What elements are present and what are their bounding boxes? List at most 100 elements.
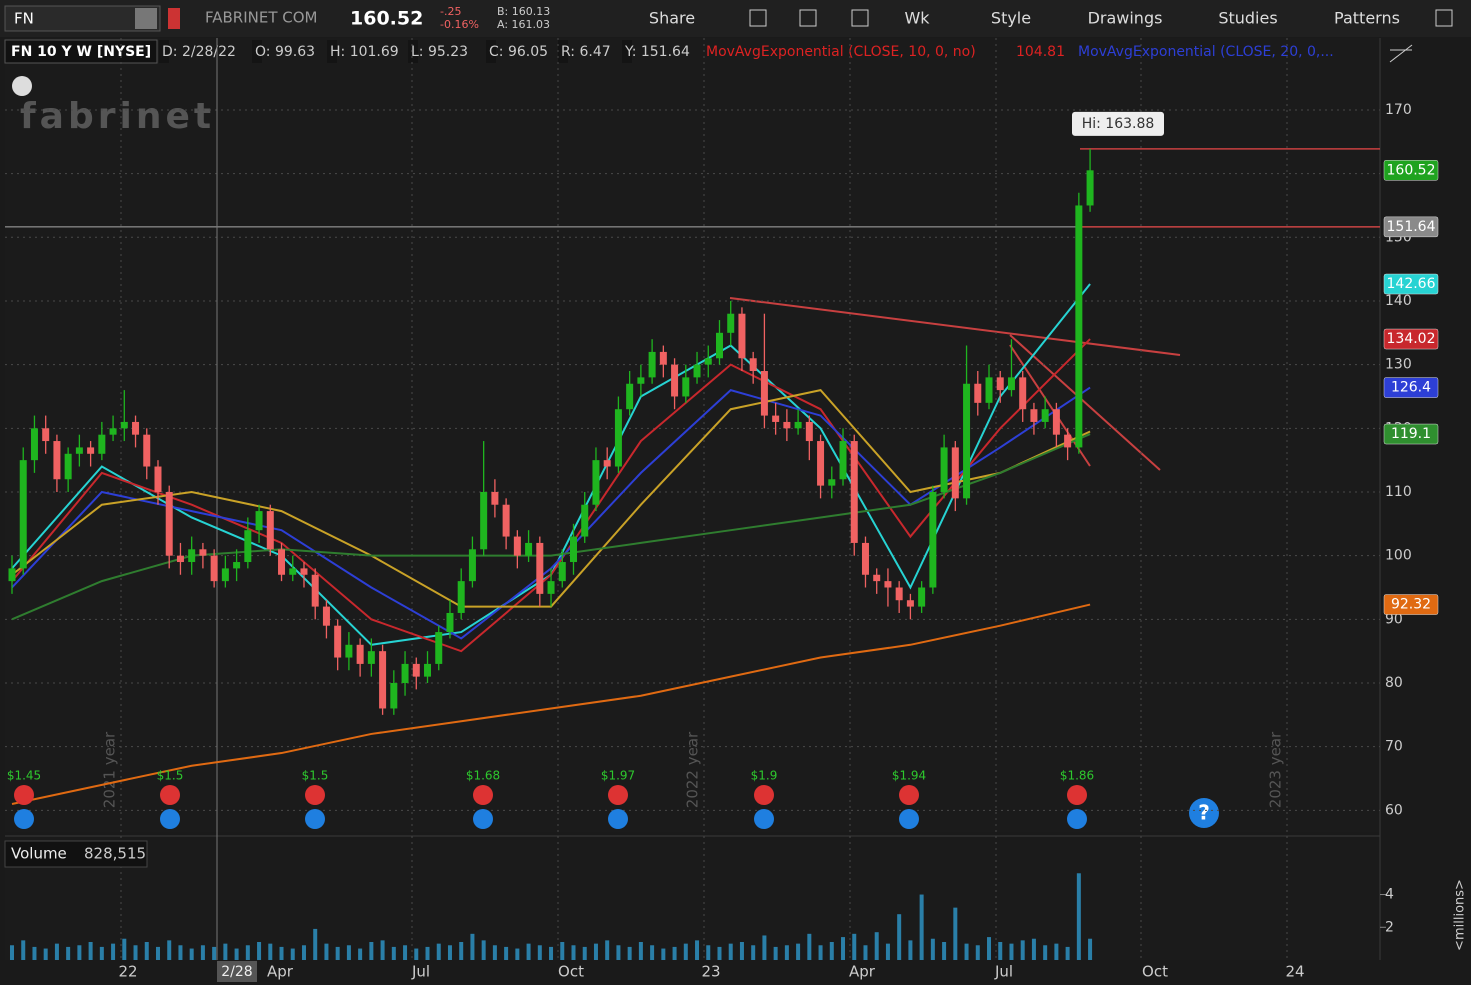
x-tick-label: Jul (411, 963, 430, 981)
dividend-icon[interactable] (899, 785, 919, 805)
candle-body (233, 562, 241, 569)
dividend-icon[interactable] (160, 785, 180, 805)
volume-bar (111, 943, 116, 960)
volume-bar (1054, 943, 1059, 960)
volume-bar (885, 943, 890, 960)
trendline[interactable] (1009, 334, 1161, 471)
earnings-icon[interactable] (1067, 809, 1087, 829)
volume-label-box (4, 840, 148, 868)
study-label: MovAvgExponential (CLOSE, 20, 0,... (1078, 44, 1334, 60)
volume-bar (54, 943, 59, 960)
header-field-box (408, 40, 418, 63)
candle-body (906, 600, 914, 607)
candle-body (671, 364, 679, 397)
candle-body (1075, 205, 1083, 448)
volume-bar (841, 937, 846, 960)
header-field: Y: 151.64 (624, 44, 690, 60)
volume-label: Volume (11, 845, 67, 863)
toolbar-button[interactable]: Patterns (1334, 9, 1400, 28)
earnings-icon[interactable] (305, 809, 325, 829)
volume-bar (470, 933, 475, 960)
volume-panel (5, 840, 1380, 960)
candle-body (120, 421, 128, 429)
candle-body (98, 434, 106, 454)
symbol-dropdown[interactable] (135, 8, 157, 29)
volume-tick-label: 4 (1385, 887, 1394, 903)
toolbar-icon[interactable] (851, 9, 869, 27)
candle-body (693, 364, 701, 378)
volume-bar (683, 943, 688, 960)
earnings-icon[interactable] (608, 809, 628, 829)
volume-bar (257, 942, 262, 960)
help-icon[interactable]: ? (1198, 801, 1210, 825)
y-tick-label: 100 (1385, 548, 1412, 564)
price-tag (1383, 160, 1439, 181)
dividend-label: $1.9 (751, 769, 778, 783)
volume-bar (661, 948, 666, 960)
volume-bar (593, 943, 598, 960)
help[interactable] (1189, 798, 1219, 828)
candle-body (659, 351, 667, 365)
dividend-label: $1.45 (7, 769, 41, 783)
volume-bar (627, 946, 632, 960)
volume-unit: <millions> (1453, 879, 1468, 951)
volume-bar (301, 945, 306, 960)
dividend-icon[interactable] (608, 785, 628, 805)
dividend-icon[interactable] (1067, 785, 1087, 805)
volume-bar (21, 940, 26, 960)
candle-body (446, 612, 454, 633)
volume-bar (908, 940, 913, 960)
candle-body (300, 568, 308, 575)
volume-bar (447, 945, 452, 960)
volume-bar (1088, 938, 1093, 960)
candle-body (794, 421, 802, 429)
x-tick-label: Oct (1142, 963, 1168, 981)
volume-bar (998, 942, 1003, 960)
hi-label: Hi: 163.88 (1082, 116, 1155, 132)
candle-body (435, 632, 443, 664)
toolbar-button[interactable]: Share (649, 9, 695, 28)
volume-bar (751, 945, 756, 960)
toolbar-button[interactable]: Wk (904, 9, 930, 28)
dividend-icon[interactable] (473, 785, 493, 805)
candle-body (334, 625, 342, 658)
volume-bar (403, 945, 408, 960)
x-tick-label: 22 (118, 963, 137, 981)
candle-body (682, 377, 690, 397)
earnings-icon[interactable] (899, 809, 919, 829)
volume-bar (672, 946, 677, 960)
dividend-icon[interactable] (754, 785, 774, 805)
alert-icon[interactable] (12, 76, 32, 96)
toolbar-button[interactable]: Style (991, 9, 1031, 28)
volume-bar (268, 943, 273, 960)
toolbar-button[interactable]: Studies (1218, 9, 1277, 28)
earnings-icon[interactable] (160, 809, 180, 829)
candle-body (760, 371, 768, 416)
volume-bar (245, 945, 250, 960)
earnings-icon[interactable] (754, 809, 774, 829)
x-tick-label: Oct (558, 963, 584, 981)
candle-body (176, 555, 184, 563)
volume-bar (571, 945, 576, 960)
candle-body (974, 383, 982, 403)
earnings-icon[interactable] (473, 809, 493, 829)
symbol-box[interactable] (4, 5, 161, 32)
drawing-tool[interactable] (1389, 44, 1413, 63)
dividend-icon[interactable] (305, 785, 325, 805)
earnings-icon[interactable] (14, 809, 34, 829)
trendline[interactable] (729, 297, 1181, 356)
volume-bar (122, 938, 127, 960)
toolbar-icon[interactable] (1435, 9, 1453, 27)
volume-bar (807, 933, 812, 960)
header-title-box (4, 39, 158, 64)
candle-body (1007, 377, 1015, 391)
volume-bar (436, 943, 441, 960)
dividend-icon[interactable] (14, 785, 34, 805)
volume-bar (784, 945, 789, 960)
toolbar-icon[interactable] (799, 9, 817, 27)
volume-bar (942, 942, 947, 960)
toolbar-button[interactable]: Drawings (1088, 9, 1163, 28)
toolbar-icon[interactable] (749, 9, 767, 27)
